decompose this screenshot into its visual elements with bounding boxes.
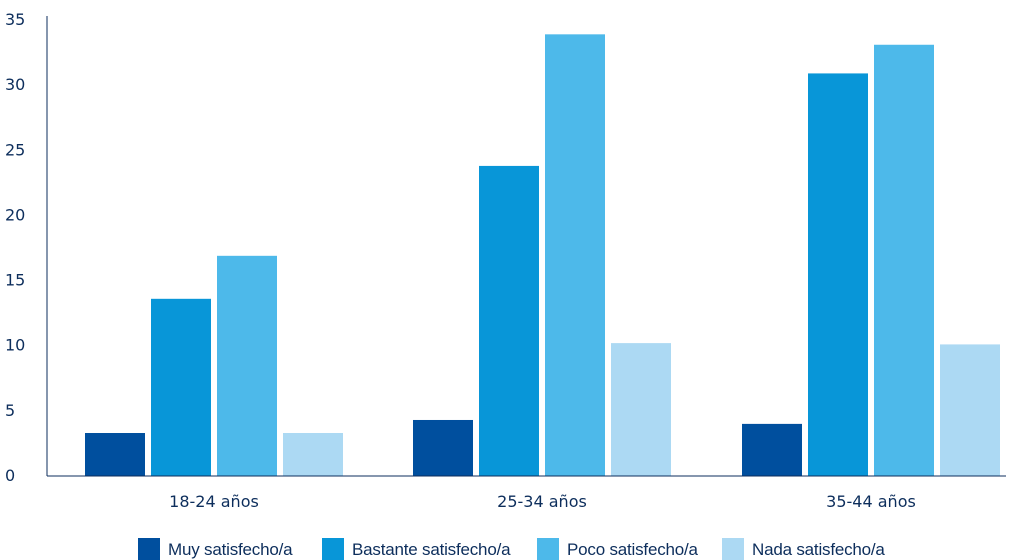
legend-label: Muy satisfecho/a — [168, 540, 293, 559]
bar-1-2 — [413, 419, 473, 476]
x-category-label: 25-34 años — [497, 492, 587, 511]
bar-2-2 — [479, 165, 539, 477]
bar-2-1 — [151, 298, 211, 476]
legend-swatch — [537, 538, 559, 560]
legend-swatch — [322, 538, 344, 560]
bar-3-2 — [545, 34, 605, 477]
y-axis: 0 5 10 15 20 25 30 35 — [5, 10, 48, 485]
legend-swatch — [138, 538, 160, 560]
bars — [85, 34, 1000, 477]
bar-4-3 — [940, 344, 1000, 476]
bar-1-1 — [85, 433, 145, 476]
y-tick-label: 35 — [5, 10, 25, 29]
legend-label: Nada satisfecho/a — [752, 540, 885, 559]
legend-label: Bastante satisfecho/a — [352, 540, 511, 559]
x-category-label: 35-44 años — [826, 492, 916, 511]
bar-3-1 — [217, 255, 277, 476]
y-tick-label: 25 — [5, 140, 25, 159]
y-tick-label: 10 — [5, 336, 25, 355]
x-axis: 18-24 años 25-34 años 35-44 años — [47, 475, 1006, 511]
x-category-label: 18-24 años — [169, 492, 259, 511]
y-tick-label: 5 — [5, 401, 15, 420]
y-tick-label: 30 — [5, 75, 25, 94]
bar-1-3 — [742, 423, 802, 476]
y-tick-label: 0 — [5, 466, 15, 485]
y-tick-label: 20 — [5, 205, 25, 224]
legend: Muy satisfecho/a Bastante satisfecho/a P… — [0, 537, 1022, 560]
bar-4-2 — [611, 343, 671, 476]
bar-4-1 — [283, 433, 343, 476]
bar-3-3 — [874, 44, 934, 477]
bar-chart: 0 5 10 15 20 25 30 35 18-24 años 25-34 años 35-44… — [5, 10, 1006, 511]
legend-swatch — [722, 538, 744, 560]
bar-2-3 — [808, 73, 868, 476]
legend-label: Poco satisfecho/a — [567, 540, 698, 559]
y-tick-label: 15 — [5, 271, 25, 290]
